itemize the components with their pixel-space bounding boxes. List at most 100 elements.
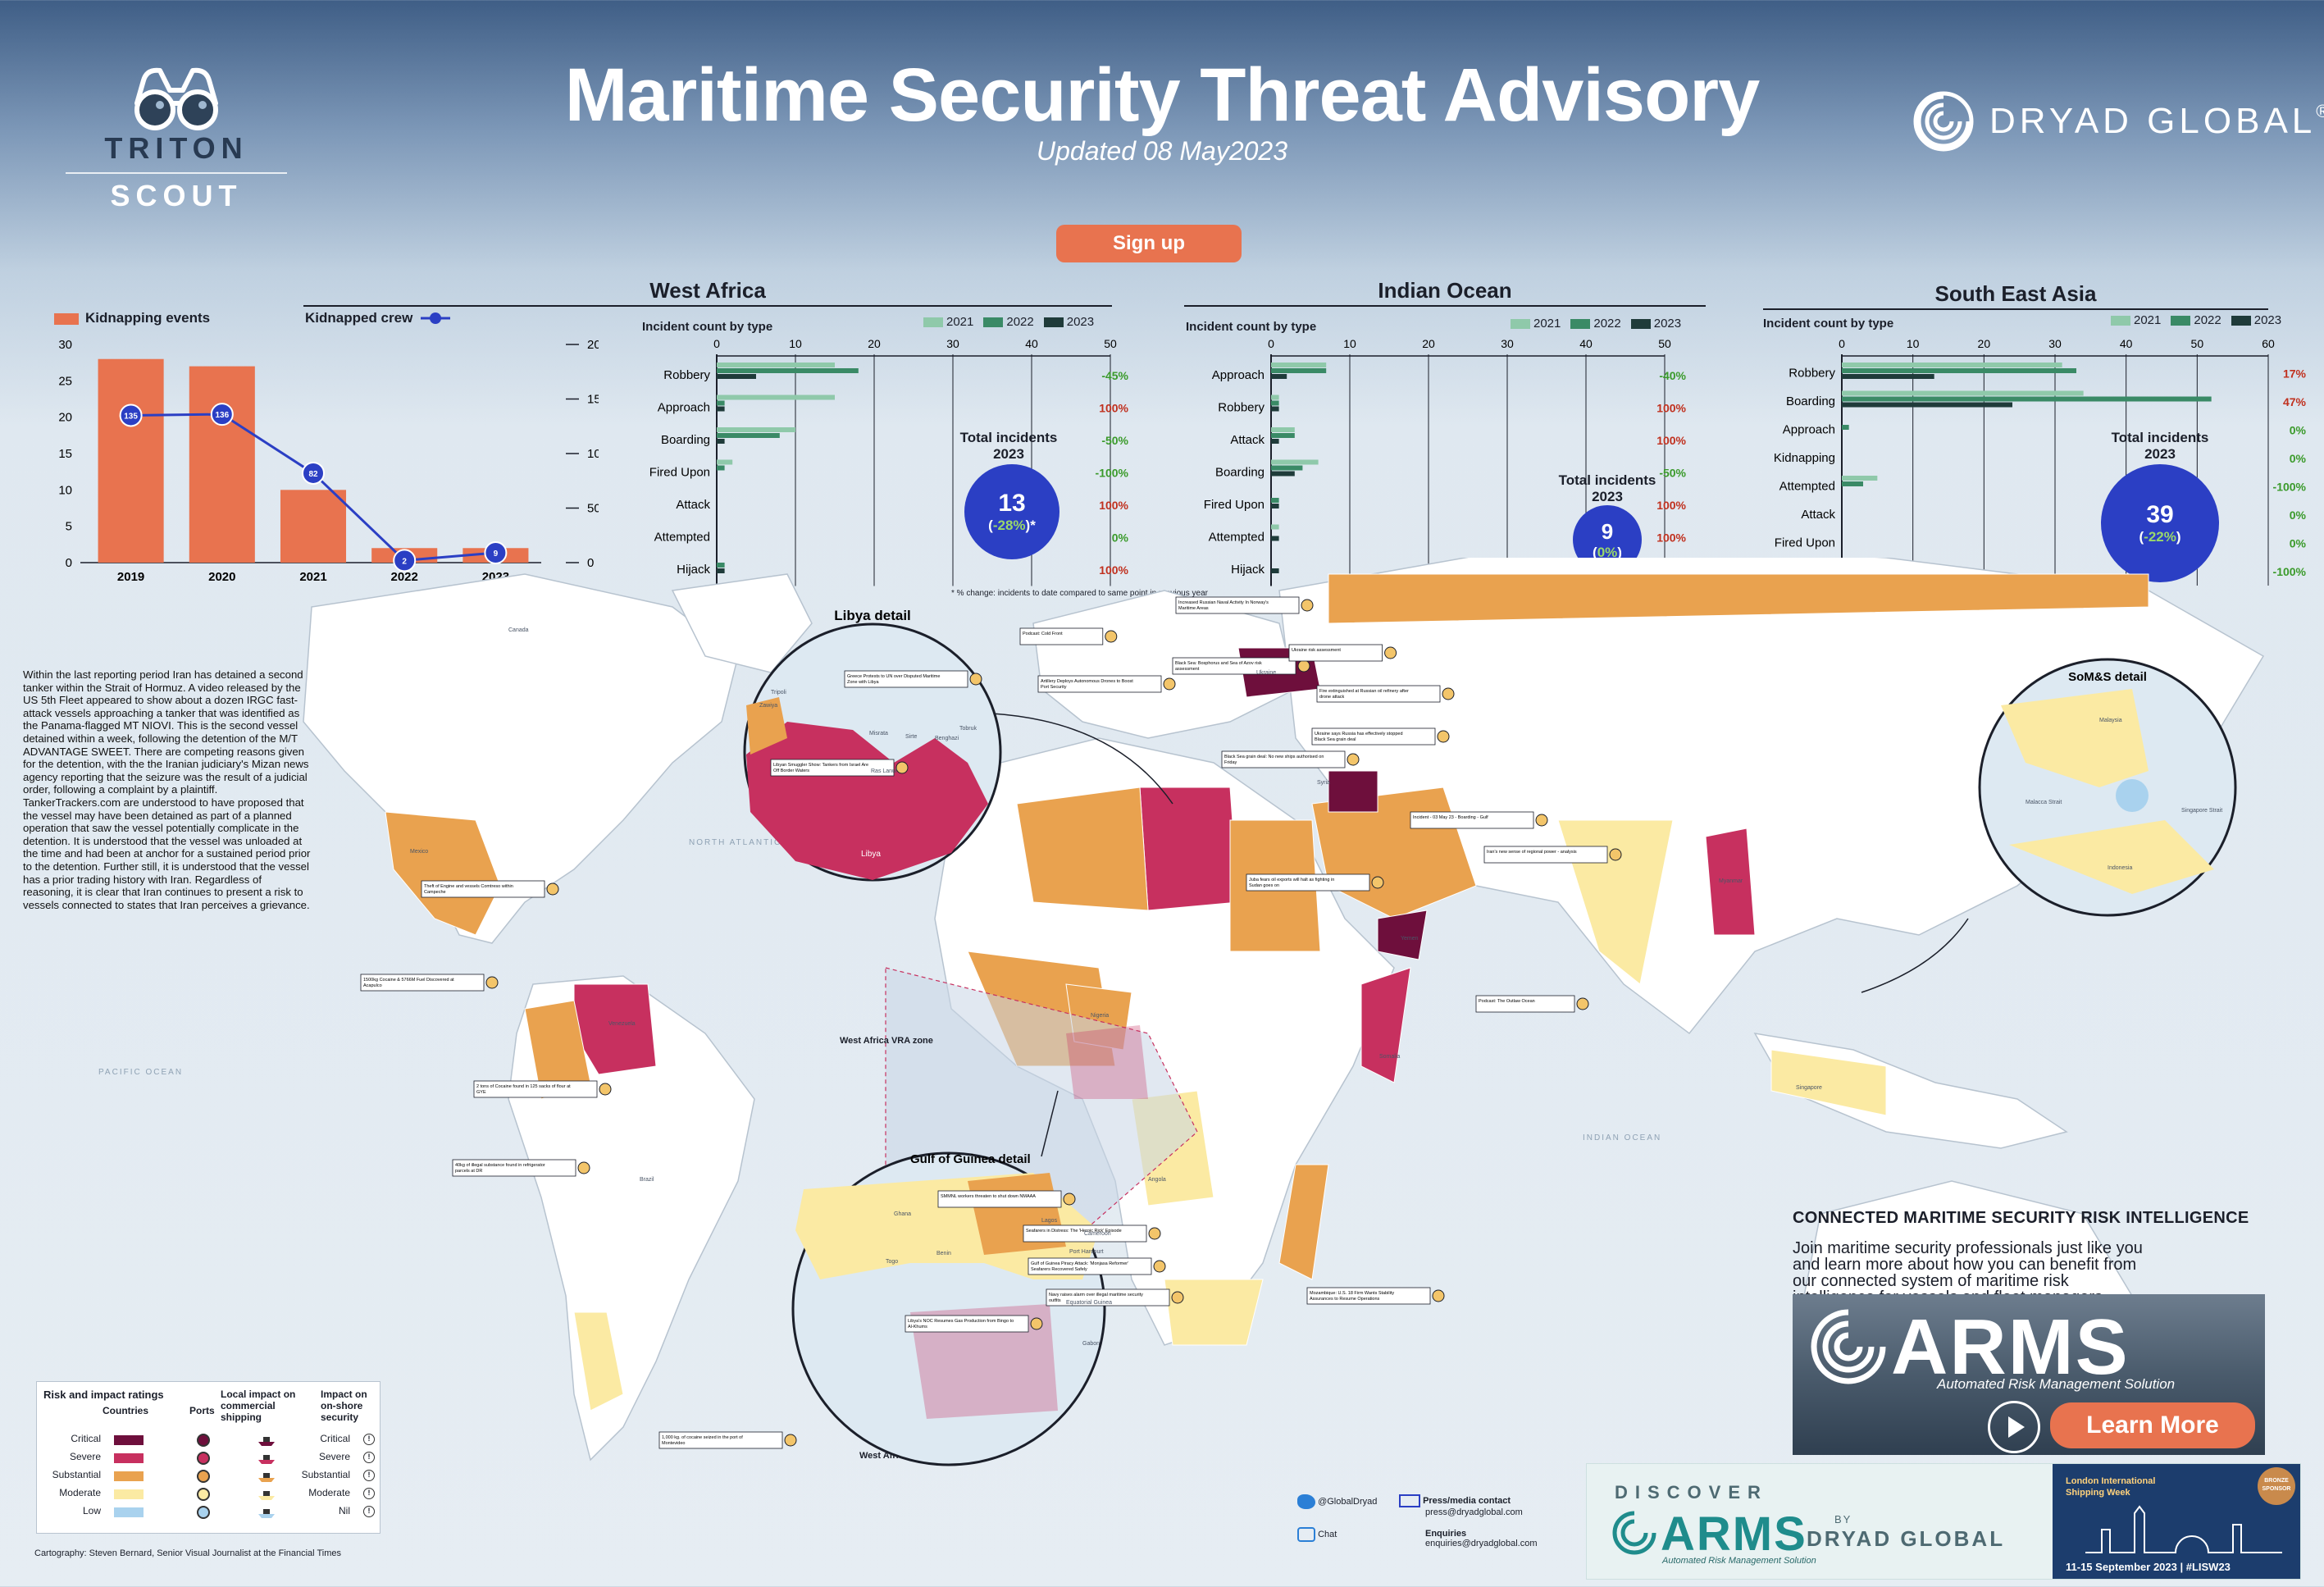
news-callout[interactable]: Iran's new sense of regional power - ana… bbox=[1483, 846, 1622, 864]
news-callout[interactable]: Increased Russian Naval Activity In Norw… bbox=[1175, 596, 1314, 614]
news-callout[interactable]: Black Sea grain deal: No new ships autho… bbox=[1221, 750, 1360, 768]
arms-promo-card[interactable]: ARMS Automated Risk Management Solution … bbox=[1793, 1294, 2265, 1455]
place-label: Canada bbox=[508, 627, 529, 633]
soms-detail-inset[interactable]: SoM&S detail bbox=[1978, 658, 2237, 917]
kidnap-right-tick: 200 bbox=[587, 338, 599, 352]
news-callout[interactable]: 1,000 kg. of cocaine seized in the port … bbox=[658, 1431, 797, 1449]
learn-more-button[interactable]: Learn More bbox=[2050, 1402, 2255, 1448]
place-label: Mexico bbox=[410, 849, 428, 855]
chat-icon bbox=[1297, 1527, 1315, 1542]
news-callout[interactable]: Black Sea: Bosphorus and Sea of Azov ris… bbox=[1172, 657, 1310, 675]
place-label: Myanmar bbox=[1719, 878, 1743, 884]
banner-discover: DISCOVER bbox=[1615, 1482, 1768, 1503]
soms-connector bbox=[1861, 918, 1969, 993]
cartography-credit: Cartography: Steven Bernard, Senior Visu… bbox=[34, 1548, 341, 1558]
incident-bar-2022 bbox=[1271, 498, 1279, 503]
news-callout[interactable]: Libya's NOC Resumes Gas Production from … bbox=[905, 1315, 1043, 1333]
kidnap-year-label: 2019 bbox=[117, 570, 144, 584]
incident-bar-2022 bbox=[1271, 400, 1279, 406]
incident-category-label: Approach bbox=[1212, 368, 1265, 382]
kidnap-crew-label: 2 bbox=[402, 557, 407, 566]
port-risk-icon bbox=[1063, 1193, 1076, 1206]
callout-text-line: Assurances to Resume Operations bbox=[1310, 1297, 1380, 1302]
place-label: Lagos bbox=[1041, 1218, 1058, 1224]
callout-box bbox=[1483, 846, 1608, 864]
legend-2022-label: 2022 bbox=[1593, 317, 1621, 331]
news-callout[interactable]: Theft of Engine and vessels Comtreso wit… bbox=[421, 880, 559, 898]
port-risk-icon bbox=[1576, 997, 1589, 1010]
callout-text-line: Black Sea grain deal bbox=[1315, 737, 1356, 742]
incident-bar-2023 bbox=[1271, 374, 1287, 379]
kidnap-crew-label: 135 bbox=[124, 412, 138, 421]
world-risk-map[interactable]: PACIFIC OCEAN NORTH ATLANTIC OCEAN INDIA… bbox=[0, 558, 2324, 1587]
london-skyline-icon bbox=[2085, 1505, 2282, 1553]
legend-2022-label: 2022 bbox=[2194, 313, 2221, 327]
news-callout[interactable]: SMMNL workers threaten to shut down NMAA… bbox=[937, 1190, 1076, 1208]
news-callout[interactable]: 1500kg Cocaine & 5766M Fuel Discovered a… bbox=[360, 974, 499, 992]
place-label: Togo bbox=[886, 1259, 898, 1265]
risk-area-russia bbox=[1328, 573, 2149, 624]
legend-swatch-2023 bbox=[1043, 317, 1064, 328]
callout-box bbox=[1306, 1287, 1431, 1305]
place-label: Nigeria bbox=[1091, 1013, 1109, 1019]
signup-button[interactable]: Sign up bbox=[1056, 225, 1242, 262]
risk-level-label: Moderate bbox=[59, 1487, 101, 1498]
callout-text-line: 40kg of illegal substance found in refri… bbox=[455, 1163, 545, 1168]
lisw-title: London International Shipping Week bbox=[2066, 1476, 2156, 1498]
io-total-label: Total incidents 2023 bbox=[1558, 472, 1656, 504]
news-callout[interactable]: Libyan Smuggler Show: Tankers from Israe… bbox=[770, 759, 909, 777]
discover-arms-banner[interactable]: DISCOVER ARMS Automated Risk Management … bbox=[1586, 1463, 2301, 1580]
news-callout[interactable]: Mozambique: U.S. 18 Firm Wants Stability… bbox=[1306, 1287, 1445, 1305]
x-tick-label: 60 bbox=[2262, 337, 2275, 350]
incident-bar-2022 bbox=[1271, 465, 1303, 471]
enquiries-email[interactable]: enquiries@dryadglobal.com bbox=[1425, 1539, 1538, 1548]
news-callout[interactable]: Podcast: Cold Front bbox=[1019, 627, 1118, 645]
press-email[interactable]: press@dryadglobal.com bbox=[1425, 1507, 1523, 1517]
port-risk-icon bbox=[1384, 646, 1397, 659]
callout-text: Greece Protests to UN over Disputed Mari… bbox=[847, 674, 940, 685]
risk-col-countries: Countries bbox=[103, 1405, 149, 1416]
chat-link[interactable]: Chat bbox=[1318, 1529, 1337, 1539]
news-callout[interactable]: Navy raises alarm over illegal maritime … bbox=[1046, 1288, 1184, 1307]
news-callout[interactable]: Greece Protests to UN over Disputed Mari… bbox=[844, 670, 982, 688]
x-tick-label: 30 bbox=[2048, 337, 2062, 350]
incident-bar-2023 bbox=[1271, 439, 1279, 444]
news-callout[interactable]: Incident - 03 May 23 - Boarding - Gulf bbox=[1410, 811, 1548, 829]
ocean-labels: PACIFIC OCEAN NORTH ATLANTIC OCEAN INDIA… bbox=[98, 838, 1660, 1142]
callout-box bbox=[1172, 657, 1296, 675]
onshore-impact-icon: ! bbox=[363, 1434, 375, 1445]
logo-divider bbox=[66, 172, 287, 174]
arms-card-subtitle: Automated Risk Management Solution bbox=[1937, 1376, 2176, 1392]
news-callout[interactable]: Fire extinguished at Russian oil refiner… bbox=[1316, 685, 1455, 703]
news-callout[interactable]: Gulf of Guinea Piracy Attack: 'Monjasa R… bbox=[1028, 1257, 1166, 1275]
twitter-contact[interactable]: @GlobalDryad bbox=[1297, 1494, 1412, 1509]
port-risk-icon bbox=[1153, 1260, 1166, 1273]
chat-contact[interactable]: Chat bbox=[1297, 1527, 1412, 1542]
news-callout[interactable]: Seafarers in Distress: The 'Heroic Rick'… bbox=[1023, 1224, 1161, 1243]
news-callout[interactable]: 2 tons of Cocaine found in 125 sacks of … bbox=[473, 1080, 612, 1098]
news-callout[interactable]: Ukraine risk assessment bbox=[1288, 644, 1397, 662]
news-callout[interactable]: Juba fears oil exports will halt as figh… bbox=[1246, 873, 1384, 892]
incident-bar-2022 bbox=[1842, 396, 2212, 402]
kidnap-year-label: 2020 bbox=[208, 570, 235, 584]
news-callout[interactable]: Ukraine says Russia has effectively stop… bbox=[1311, 727, 1450, 746]
callout-text-line: Podcast: The Outlaw Ocean bbox=[1479, 999, 1535, 1004]
legend-swatch-2023 bbox=[2231, 316, 2251, 326]
lisw-panel: London International Shipping Week 11-15… bbox=[2053, 1464, 2300, 1579]
callout-text: Black Sea: Bosphorus and Sea of Azov ris… bbox=[1175, 661, 1262, 672]
news-callout[interactable]: 40kg of illegal substance found in refri… bbox=[452, 1159, 590, 1177]
banner-arms-subtitle: Automated Risk Management Solution bbox=[1662, 1556, 1816, 1566]
port-risk-icon bbox=[1432, 1289, 1445, 1302]
news-callout[interactable]: Artillery Deploys Autonomous Drones to B… bbox=[1037, 675, 1176, 693]
news-callouts[interactable]: Theft of Engine and vessels Comtreso wit… bbox=[360, 596, 1622, 1449]
incident-change-label: 100% bbox=[1656, 434, 1686, 447]
risk-legend-row: Low Nil! bbox=[37, 1505, 381, 1523]
kidnap-crew-point bbox=[210, 403, 234, 426]
twitter-handle[interactable]: @GlobalDryad bbox=[1318, 1496, 1378, 1507]
ship-impact-label: Nil bbox=[339, 1505, 350, 1516]
country-risk-swatch bbox=[114, 1471, 144, 1481]
region-title-indian-ocean: Indian Ocean bbox=[1184, 276, 1706, 307]
news-callout[interactable]: Podcast: The Outlaw Ocean bbox=[1475, 995, 1589, 1013]
play-video-icon[interactable] bbox=[1988, 1401, 2040, 1453]
kidnap-left-tick: 0 bbox=[66, 556, 72, 570]
